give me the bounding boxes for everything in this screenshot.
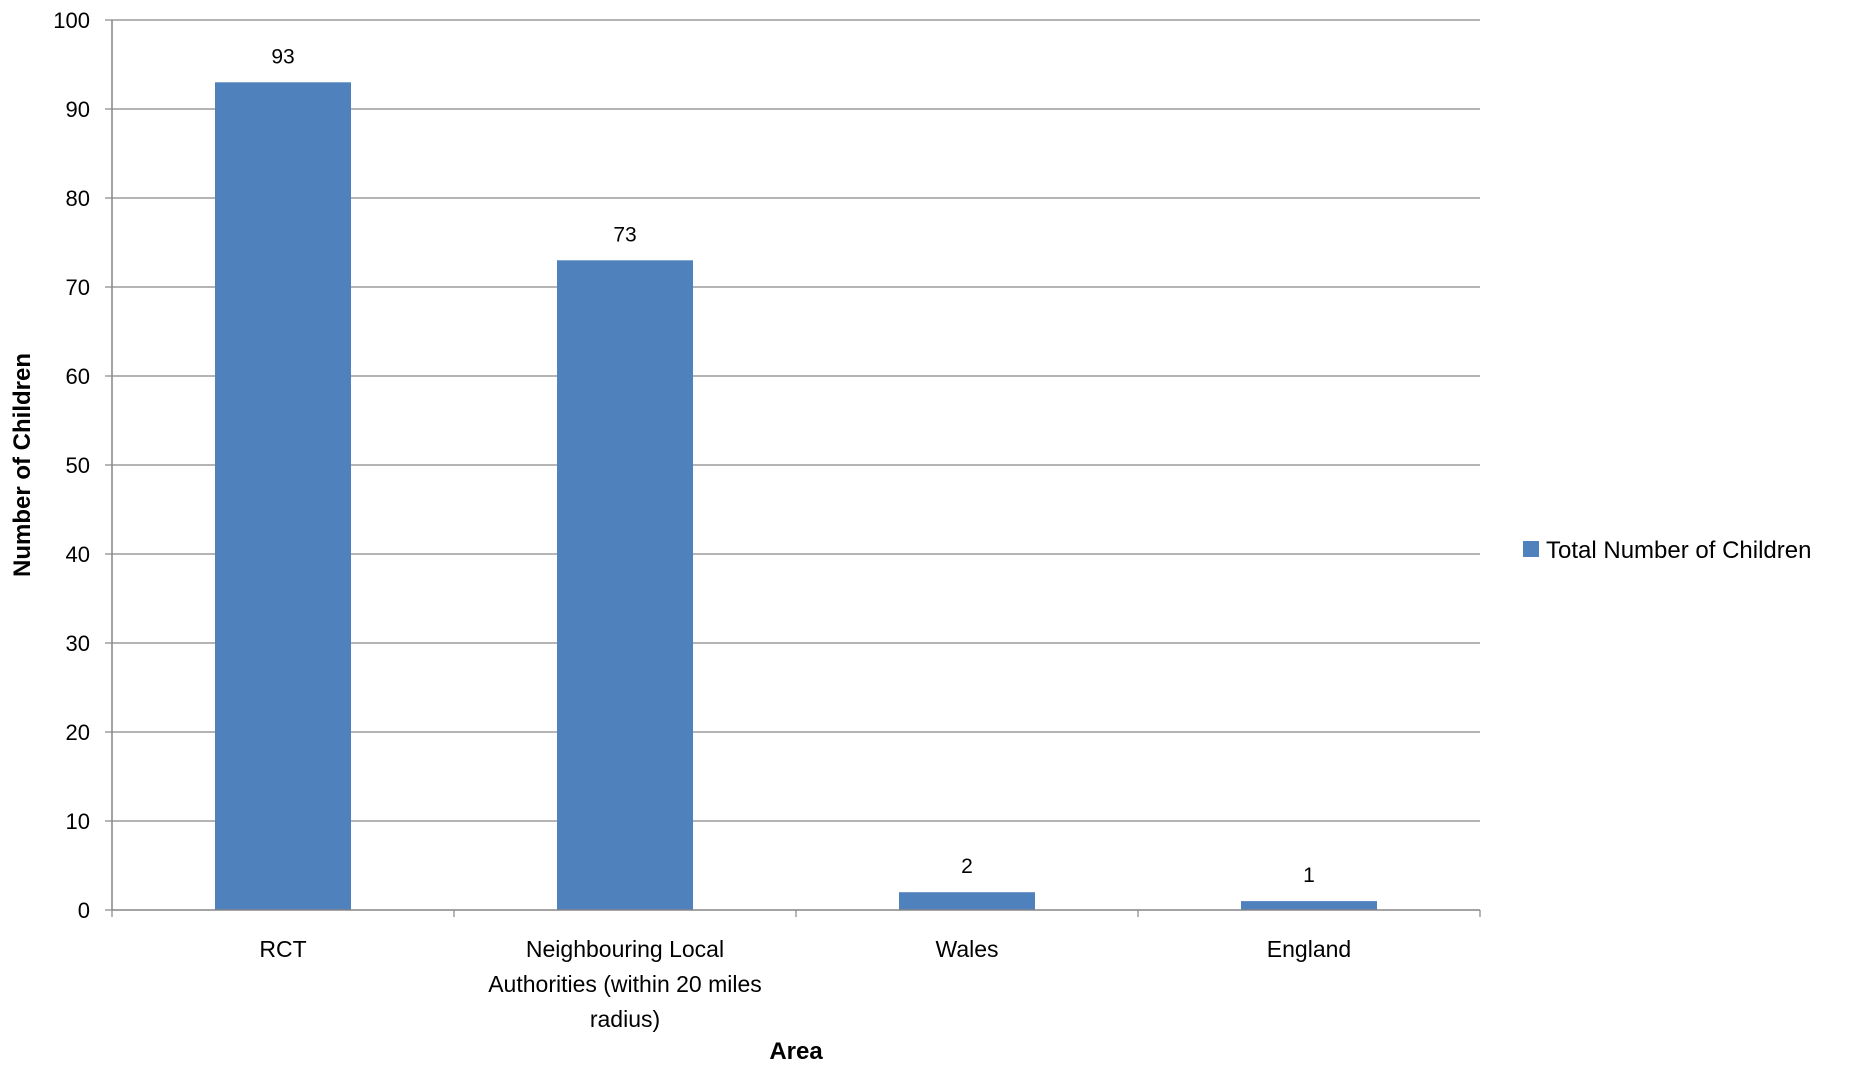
data-label: 1 <box>1303 864 1315 887</box>
y-tick-label: 80 <box>66 186 90 211</box>
bars <box>215 82 1377 911</box>
x-tick-label: Wales <box>935 936 998 962</box>
bar <box>215 82 351 911</box>
bar <box>899 892 1035 910</box>
y-tick-label: 60 <box>66 364 90 389</box>
data-label: 73 <box>613 223 636 246</box>
bar <box>557 260 693 910</box>
x-tick-label: Authorities (within 20 miles <box>488 971 762 997</box>
y-tick-label: 30 <box>66 631 90 656</box>
bar <box>1241 901 1377 910</box>
y-axis-title: Number of Children <box>9 353 36 577</box>
data-label: 2 <box>961 855 973 878</box>
legend: Total Number of Children <box>1523 537 1811 564</box>
y-tick-label: 0 <box>78 898 90 923</box>
y-tick-label: 10 <box>66 809 90 834</box>
y-tick-label: 50 <box>66 453 90 478</box>
x-tick-label: Neighbouring Local <box>526 936 724 962</box>
y-tick-label: 90 <box>66 97 90 122</box>
x-axis-title: Area <box>769 1038 823 1065</box>
x-tick-label: RCT <box>259 936 306 962</box>
y-tick-label: 40 <box>66 542 90 567</box>
y-tick-label: 70 <box>66 275 90 300</box>
y-tick-label: 100 <box>53 8 90 33</box>
x-tick-label: radius) <box>590 1006 660 1032</box>
x-axis-categories: RCT Neighbouring Local Authorities (within… <box>259 936 1351 1032</box>
x-tick-label: England <box>1267 936 1351 962</box>
data-label: 93 <box>271 45 294 68</box>
legend-swatch <box>1523 541 1539 557</box>
y-tick-label: 20 <box>66 720 90 745</box>
legend-label: Total Number of Children <box>1546 537 1811 564</box>
y-axis-ticks: 0 10 20 30 40 50 60 70 80 90 100 <box>53 8 90 923</box>
data-labels: 93 73 2 1 <box>271 45 1315 887</box>
